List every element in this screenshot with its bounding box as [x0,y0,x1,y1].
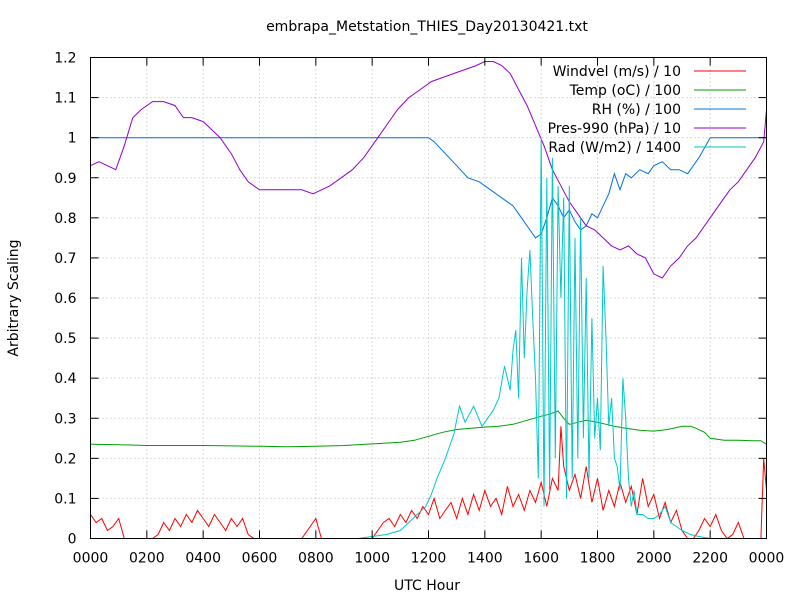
series-line-4 [90,61,767,279]
y-tick-label: 0.3 [54,411,76,427]
x-tick-label: 2200 [692,551,728,567]
chart-title: embrapa_Metstation_THIES_Day20130421.txt [266,19,588,35]
series-line-5 [90,137,767,539]
y-tick-label: 0.2 [54,451,76,467]
legend-label: Temp (oC) / 100 [569,83,681,99]
x-tick-label: 1800 [580,551,616,567]
series-line-1 [90,426,767,540]
x-tick-label: 0800 [298,551,334,567]
legend-label: Pres-990 (hPa) / 10 [548,121,681,137]
x-tick-label: 0200 [129,551,165,567]
x-tick-label: 1600 [523,551,559,567]
x-tick-label: 1400 [467,551,503,567]
legend-label: Rad (W/m2) / 1400 [548,140,681,156]
x-tick-label: 0000 [749,551,785,567]
x-tick-label: 0600 [242,551,278,567]
x-axis-label: UTC Hour [394,578,460,594]
y-axis-label: Arbitrary Scaling [6,239,22,356]
axis-ticks: 0 0.1 0.2 0.3 0.4 0.5 0.6 0.7 0.8 0.9 1 1.1 1.2 0000 0… [54,51,784,567]
y-tick-label: 1.2 [54,51,76,67]
series-lines [90,61,767,540]
x-tick-label: 1000 [354,551,390,567]
y-tick-label: 0.4 [54,371,76,387]
series-line-2 [90,410,767,448]
x-tick-label: 0400 [185,551,221,567]
y-tick-label: 0.8 [54,211,76,227]
y-tick-label: 0.1 [54,491,76,507]
y-tick-label: 1 [68,131,77,147]
y-tick-label: 0 [68,532,77,548]
y-tick-label: 0.6 [54,291,76,307]
y-tick-label: 0.5 [54,331,76,347]
x-tick-label: 0000 [73,551,109,567]
y-tick-label: 1.1 [54,91,76,107]
y-tick-label: 0.9 [54,171,76,187]
legend-label: RH (%) / 100 [592,102,681,118]
x-tick-label: 2000 [636,551,672,567]
legend-label: Windvel (m/s) / 10 [553,64,681,80]
legend: Windvel (m/s) / 10 Temp (oC) / 100 RH (%) … [548,64,746,156]
x-tick-label: 1200 [411,551,447,567]
y-tick-label: 0.7 [54,251,76,267]
